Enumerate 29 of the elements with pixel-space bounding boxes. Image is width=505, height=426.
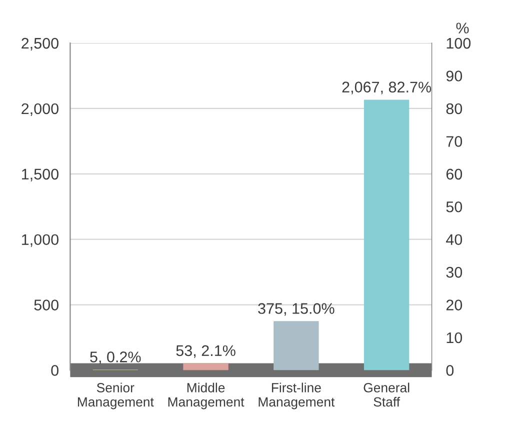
bar xyxy=(274,321,319,370)
x-tick-label: General Staff xyxy=(364,382,410,407)
data-label: 5, 0.2% xyxy=(90,352,141,364)
y-tick-label: 1,000 xyxy=(22,234,58,247)
data-label: 53, 2.1% xyxy=(176,345,236,358)
bar xyxy=(364,100,410,370)
y-tick-label: 1,500 xyxy=(22,168,58,182)
y2-tick-label: 100 xyxy=(446,38,471,49)
y2-tick-label: 90 xyxy=(446,70,462,82)
data-label: 2,067, 82.7% xyxy=(342,82,432,94)
x-tick-label: Middle Management xyxy=(168,382,244,410)
y2-tick-label: 20 xyxy=(446,300,462,310)
y2-axis-title: % xyxy=(456,22,469,34)
y-tick-label: 2,500 xyxy=(22,38,58,51)
y2-tick-label: 40 xyxy=(446,234,462,246)
y2-tick-label: 30 xyxy=(446,266,462,278)
x-tick-label: First-line Management xyxy=(258,382,335,410)
y2-tick-label: 50 xyxy=(446,201,462,212)
y-tick-label: 0 xyxy=(51,365,58,376)
y2-tick-label: 70 xyxy=(446,136,462,147)
data-label: 375, 15.0% xyxy=(258,303,334,316)
y2-tick-label: 80 xyxy=(446,103,462,114)
bar xyxy=(183,363,228,370)
x-tick-label: Senior Management xyxy=(78,382,154,410)
y-tick-label: 2,000 xyxy=(22,103,58,116)
y-tick-label: 500 xyxy=(34,300,58,310)
y2-tick-label: 0 xyxy=(446,365,454,376)
y2-tick-label: 10 xyxy=(446,332,462,344)
y2-tick-label: 60 xyxy=(446,168,462,180)
